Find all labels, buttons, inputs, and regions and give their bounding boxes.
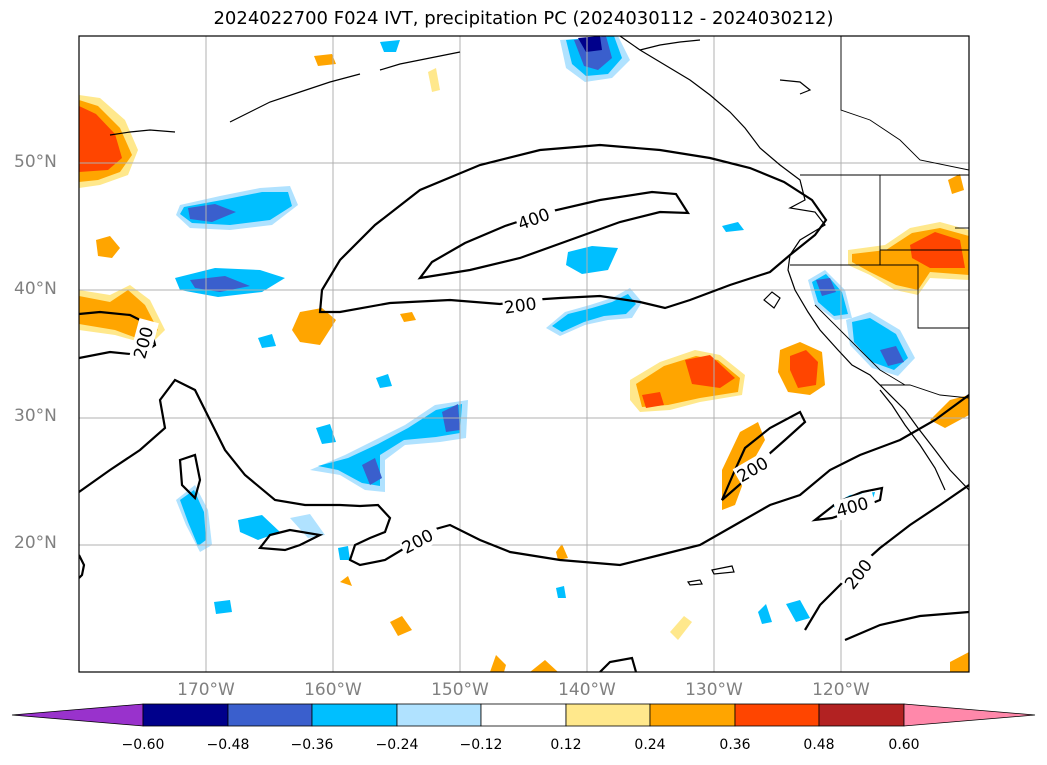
negative-anomaly-region <box>552 294 636 332</box>
coastline <box>109 36 969 586</box>
lon-label-130w: 130°W <box>685 680 743 700</box>
lat-label-50n: 50°N <box>14 152 57 172</box>
negative-anomaly-region <box>556 586 566 598</box>
positive-anomaly-region <box>292 308 336 345</box>
positive-anomaly-region <box>948 174 964 194</box>
negative-anomaly-region <box>238 515 280 540</box>
positive-anomaly-region <box>670 616 692 640</box>
contour-label: 400 <box>834 494 871 522</box>
negative-anomaly-region <box>786 600 810 622</box>
negative-anomaly-region <box>188 204 236 222</box>
colorbar-segment <box>142 703 229 727</box>
ivt-contour-200 <box>318 143 828 314</box>
precip-anomaly-fills <box>79 36 969 672</box>
negative-anomaly-region <box>578 36 602 52</box>
positive-anomaly-region <box>530 660 558 672</box>
ivt-contour-200 <box>178 453 202 501</box>
positive-anomaly-region <box>490 655 506 672</box>
ivt-contour-200 <box>844 610 969 642</box>
contour-label: 200 <box>503 294 538 318</box>
colorbar-segment <box>311 703 398 727</box>
negative-anomaly-region <box>880 346 904 366</box>
colorbar-tick-label: 0.60 <box>888 737 920 753</box>
ivt-contour-400 <box>417 190 691 280</box>
lon-label-150w: 150°W <box>431 680 489 700</box>
colorbar-segment <box>565 703 651 727</box>
positive-anomaly-region <box>685 355 735 388</box>
positive-anomaly-region <box>314 54 336 66</box>
negative-anomaly-region <box>722 222 744 232</box>
colorbar-tick-label: −0.24 <box>375 737 419 753</box>
ivt-contour-200 <box>257 528 324 552</box>
positive-anomaly-region <box>428 68 440 92</box>
colorbar-tick-label: −0.36 <box>290 737 334 753</box>
colorbar-segment <box>480 703 567 727</box>
colorbar <box>11 703 1036 727</box>
lon-label-140w: 140°W <box>558 680 616 700</box>
positive-anomaly-region <box>950 652 969 672</box>
negative-anomaly-region <box>566 246 618 274</box>
ivt-contour-200 <box>599 656 638 672</box>
negative-anomaly-region <box>258 334 276 348</box>
positive-anomaly-region <box>790 350 818 388</box>
map-frame <box>78 35 970 673</box>
colorbar-segment <box>396 703 482 727</box>
lon-label-160w: 160°W <box>304 680 362 700</box>
colorbar-tick-label: −0.12 <box>459 737 503 753</box>
ivt-contour-200 <box>79 378 969 567</box>
negative-anomaly-region <box>816 278 836 296</box>
ivt-contour-labels: 400 200 200 200 200 400 200 <box>129 200 881 594</box>
positive-anomaly-region <box>400 312 416 322</box>
ivt-contour-200 <box>804 484 969 631</box>
lat-label-30n: 30°N <box>14 406 57 426</box>
colorbar-tick-label: 0.24 <box>634 737 666 753</box>
negative-anomaly-region <box>380 40 400 52</box>
colorbar-segment <box>649 703 736 727</box>
positive-anomaly-region <box>390 616 412 636</box>
negative-anomaly-region <box>316 424 336 444</box>
ivt-contour-200 <box>79 554 86 579</box>
colorbar-extend-max <box>903 703 1036 727</box>
negative-anomaly-region <box>318 404 462 486</box>
lat-label-20n: 20°N <box>14 533 57 553</box>
colorbar-tick-label: 0.48 <box>803 737 835 753</box>
positive-anomaly-region <box>556 544 568 560</box>
colorbar-tick-label: 0.12 <box>550 737 582 753</box>
positive-anomaly-region <box>340 576 352 586</box>
negative-anomaly-region <box>338 546 350 560</box>
negative-anomaly-region <box>190 276 250 292</box>
positive-anomaly-region <box>642 392 664 408</box>
colorbar-tick-label: 0.36 <box>719 737 751 753</box>
colorbar-segment <box>734 703 820 727</box>
lon-label-120w: 120°W <box>812 680 870 700</box>
colorbar-segment <box>227 703 313 727</box>
lat-label-40n: 40°N <box>14 279 57 299</box>
colorbar-extend-min <box>11 703 144 727</box>
lon-label-170w: 170°W <box>177 680 235 700</box>
colorbar-tick-label: −0.60 <box>121 737 165 753</box>
contour-label: 400 <box>515 205 552 235</box>
positive-anomaly-region <box>96 236 120 258</box>
negative-anomaly-region <box>758 604 772 624</box>
colorbar-tick-label: −0.48 <box>206 737 250 753</box>
negative-anomaly-region <box>214 600 232 614</box>
map-area <box>79 36 969 672</box>
negative-anomaly-region <box>180 490 206 546</box>
colorbar-segment <box>818 703 905 727</box>
negative-anomaly-region <box>290 514 325 538</box>
political-borders <box>790 36 969 399</box>
negative-anomaly-region <box>376 374 392 388</box>
map-title: 2024022700 F024 IVT, precipitation PC (2… <box>213 8 834 29</box>
positive-anomaly-region <box>79 106 122 172</box>
negative-anomaly-region <box>362 458 382 485</box>
graticule <box>79 36 969 672</box>
